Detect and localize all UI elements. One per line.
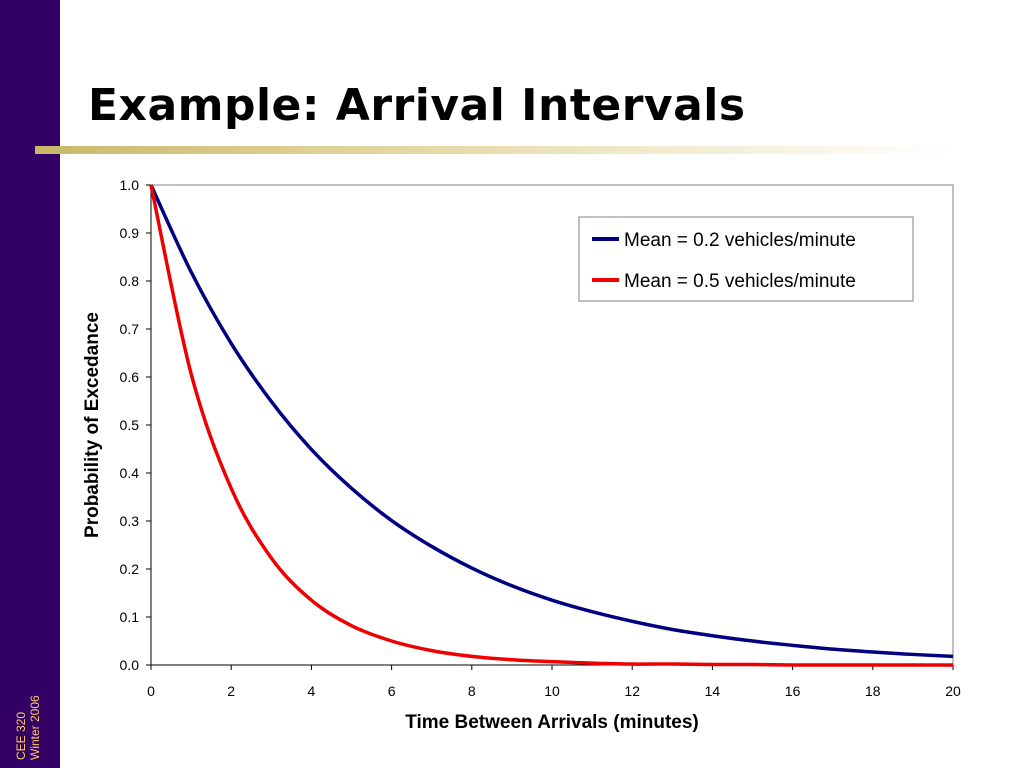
series-line-2 xyxy=(149,184,953,667)
y-tick-label: 0.6 xyxy=(120,369,140,385)
x-tick-label: 6 xyxy=(388,683,396,699)
legend-label-series-2: Mean = 0.5 vehicles/minute xyxy=(624,271,856,292)
x-tick-label: 2 xyxy=(227,683,235,699)
x-tick-label: 8 xyxy=(468,683,476,699)
y-tick-label: 0.8 xyxy=(120,273,140,289)
x-tick-label: 10 xyxy=(544,683,560,699)
y-axis-title: Probability of Excedance xyxy=(82,312,103,538)
y-tick-label: 0.2 xyxy=(120,561,140,577)
y-tick-label: 0.5 xyxy=(120,417,140,433)
y-tick-label: 1.0 xyxy=(120,177,140,193)
x-tick-label: 4 xyxy=(308,683,316,699)
x-axis-title: Time Between Arrivals (minutes) xyxy=(405,712,699,733)
x-tick-label: 0 xyxy=(147,683,155,699)
legend-label-series-1: Mean = 0.2 vehicles/minute xyxy=(624,230,856,251)
y-tick-label: 0.1 xyxy=(120,609,140,625)
x-tick-label: 18 xyxy=(865,683,881,699)
x-tick-label: 16 xyxy=(785,683,801,699)
y-tick-label: 0.3 xyxy=(120,513,140,529)
x-axis: 0 2 4 6 8 10 12 14 16 18 20 xyxy=(147,664,961,699)
x-tick-label: 20 xyxy=(945,683,961,699)
series-layer xyxy=(149,184,954,667)
series-line-1 xyxy=(149,184,954,659)
y-tick-label: 0.9 xyxy=(120,225,140,241)
sidebar: CEE 320 Winter 2006 xyxy=(0,0,60,768)
y-tick-label: 0.0 xyxy=(120,657,140,673)
slide-title: Example: Arrival Intervals xyxy=(88,80,746,131)
y-tick-label: 0.4 xyxy=(120,465,140,481)
y-axis: 0.0 0.1 0.2 0.3 0.4 0.5 0.6 0.7 0.8 0.9 1.0 xyxy=(120,177,152,673)
y-tick-label: 0.7 xyxy=(120,321,140,337)
x-tick-label: 12 xyxy=(624,683,640,699)
legend: Mean = 0.2 vehicles/minute Mean = 0.5 ve… xyxy=(578,216,914,302)
legend-box xyxy=(578,216,914,302)
x-tick-label: 14 xyxy=(705,683,721,699)
title-underline xyxy=(35,146,955,154)
